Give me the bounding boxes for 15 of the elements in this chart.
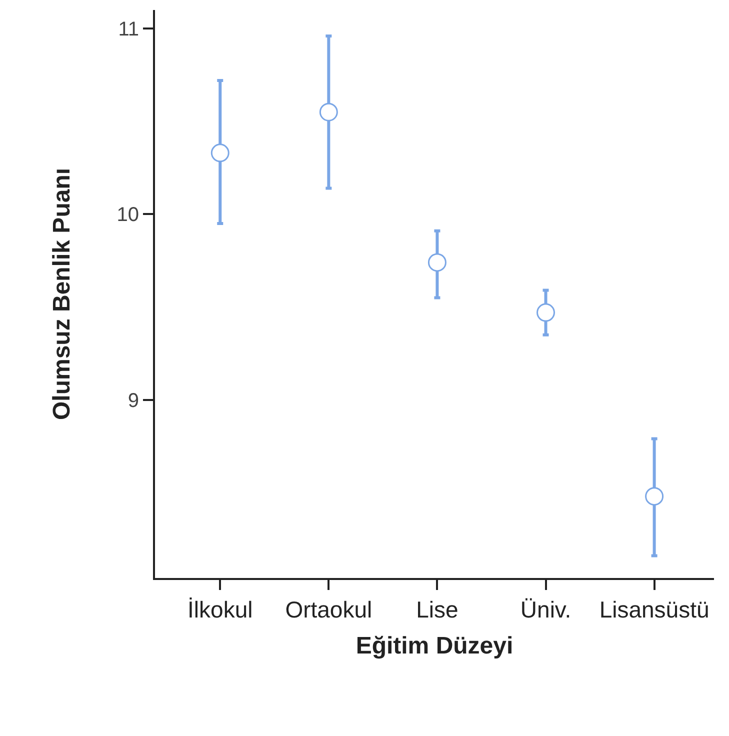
y-tick-label: 9 [128, 390, 139, 412]
point [428, 253, 446, 272]
y-tick-label: 10 [116, 204, 139, 226]
y-tick-label: 11 [118, 18, 139, 41]
y-axis-title: Olumsuz Benlik Puanı [48, 168, 76, 420]
point [210, 144, 230, 162]
point [319, 102, 338, 122]
x-tick-label: Üniv. [520, 596, 572, 623]
x-tick-label: Lise [416, 596, 458, 623]
x-axis-title: Eğitim Düzeyi [356, 632, 514, 660]
point [645, 487, 664, 506]
x-tick-label: Lisansüstü [599, 596, 710, 623]
x-tick-label: İlkokul [188, 596, 253, 623]
x-tick-label: Ortaokul [285, 596, 372, 623]
point [536, 303, 556, 322]
